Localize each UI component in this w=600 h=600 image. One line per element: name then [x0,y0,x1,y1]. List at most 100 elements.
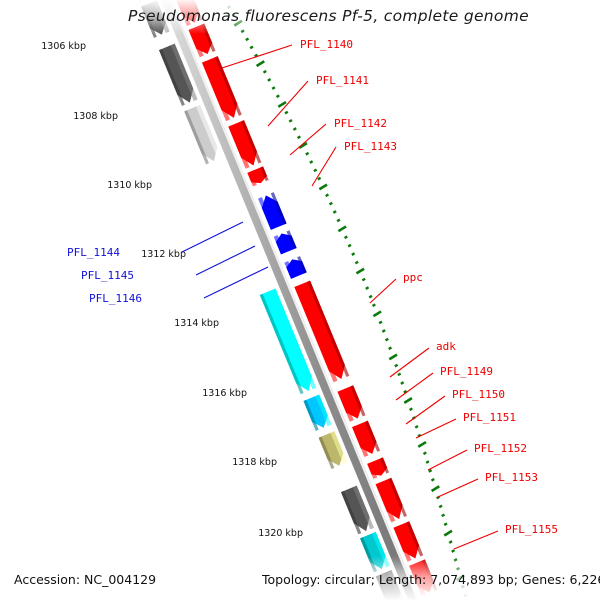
accession-label: Accession: NC_004129 [14,572,156,587]
scale-tick-minor [332,210,337,214]
gene-label[interactable]: PFL_1140 [300,38,353,51]
scale-tick-minor [328,201,333,206]
callout-leader-line [415,418,457,439]
scale-tick-minor [275,94,280,99]
scale-tick-major [355,267,365,275]
scale-tick-minor [347,243,352,248]
gene-label[interactable]: PFL_1150 [452,388,505,401]
scale-tick-label: 1310 kbp [107,180,152,191]
gene-label[interactable]: PFL_1155 [505,523,558,536]
scale-tick-major [443,529,453,537]
gene-label[interactable]: PFL_1144 [67,246,120,259]
gene-arrow[interactable] [352,420,381,458]
gene-features[interactable] [127,0,465,600]
scale-tick-minor [403,389,408,394]
scale-tick-minor [368,294,373,299]
callout-leader-line [389,347,430,378]
gene-label[interactable]: ppc [403,271,423,284]
gene-arrow[interactable] [158,43,198,106]
scale-tick-major [388,353,398,361]
scale-tick-minor [254,53,259,58]
bottom-fade [0,556,600,600]
scale-tick-major [430,485,440,493]
callout-leader-line [427,449,468,471]
scale-tick-minor [378,320,383,325]
gene-arrow[interactable] [202,56,242,122]
gene-label[interactable]: PFL_1145 [81,269,134,282]
gene-arrow[interactable] [259,288,317,395]
gene-arrow[interactable] [273,230,297,255]
gene-arrow[interactable] [184,104,222,165]
scale-tick-minor [313,168,318,173]
scale-tick-minor [430,477,435,482]
gene-label[interactable]: PFL_1152 [474,442,527,455]
gene-arrow[interactable] [340,485,375,535]
callout-leader-line [181,221,244,253]
scale-tick-label: 1308 kbp [73,111,118,122]
gene-label[interactable]: PFL_1149 [440,365,493,378]
gene-arrow[interactable] [247,166,269,187]
callout-leader-line [267,80,309,127]
gene-arrow[interactable] [375,477,408,523]
gene-arrow[interactable] [393,521,424,562]
scale-tick-minor [354,260,359,265]
scale-tick-minor [262,69,267,74]
gene-label[interactable]: PFL_1142 [334,117,387,130]
scale-tick-label: 1318 kbp [232,457,277,468]
scale-tick-minor [384,337,389,342]
gene-arrow[interactable] [367,457,390,479]
scale-tick-major [298,142,308,149]
scale-tick-major [403,397,413,404]
gene-arrow[interactable] [294,280,350,383]
gene-arrow[interactable] [318,431,348,470]
top-fade [0,0,600,34]
gene-label[interactable]: PFL_1153 [485,471,538,484]
scale-tick-minor [428,469,433,473]
gene-label[interactable]: adk [436,340,456,353]
scale-tick-major [277,100,287,108]
gene-arrow[interactable] [258,192,287,230]
callout-leader-line [289,123,327,156]
page-title: Pseudomonas fluorescens Pf-5, complete g… [128,7,529,25]
scale-tick-minor [394,363,399,368]
gene-label[interactable]: PFL_1141 [316,74,369,87]
scale-tick-minor [443,522,448,527]
scale-tick-label: 1314 kbp [174,318,219,329]
scale-tick-major [337,225,347,233]
scale-tick-minor [336,218,341,223]
scale-ticks [223,0,468,598]
genome-axis [161,0,419,600]
scale-tick-label: 1306 kbp [41,41,86,52]
gene-arrow[interactable] [284,256,307,279]
scale-tick-minor [343,235,348,240]
callout-leader-line [221,44,293,69]
gene-arrow[interactable] [337,385,366,422]
callout-leader-line [405,395,446,425]
callout-leader-line [311,146,337,187]
scale-tick-major [417,440,427,448]
scale-tick-minor [414,424,419,429]
gene-label[interactable]: PFL_1146 [89,292,142,305]
scale-tick-minor [249,45,254,50]
scale-tick-minor [388,346,393,351]
scale-tick-major [318,183,328,191]
scale-tick-minor [284,110,289,115]
callout-leader-line [203,266,269,299]
gene-arrow[interactable] [303,394,332,431]
gene-label[interactable]: PFL_1143 [344,140,397,153]
gene-label[interactable]: PFL_1151 [463,411,516,424]
scale-tick-minor [267,78,272,82]
callout-leader-line [453,530,499,550]
gene-arrow[interactable] [228,120,262,169]
scale-tick-minor [425,460,430,464]
scale-tick-minor [438,504,443,509]
scale-tick-label: 1312 kbp [141,249,186,260]
scale-tick-minor [325,193,330,198]
scale-tick-major [372,310,382,318]
callout-leader-line [437,478,479,498]
scale-tick-minor [381,329,386,333]
